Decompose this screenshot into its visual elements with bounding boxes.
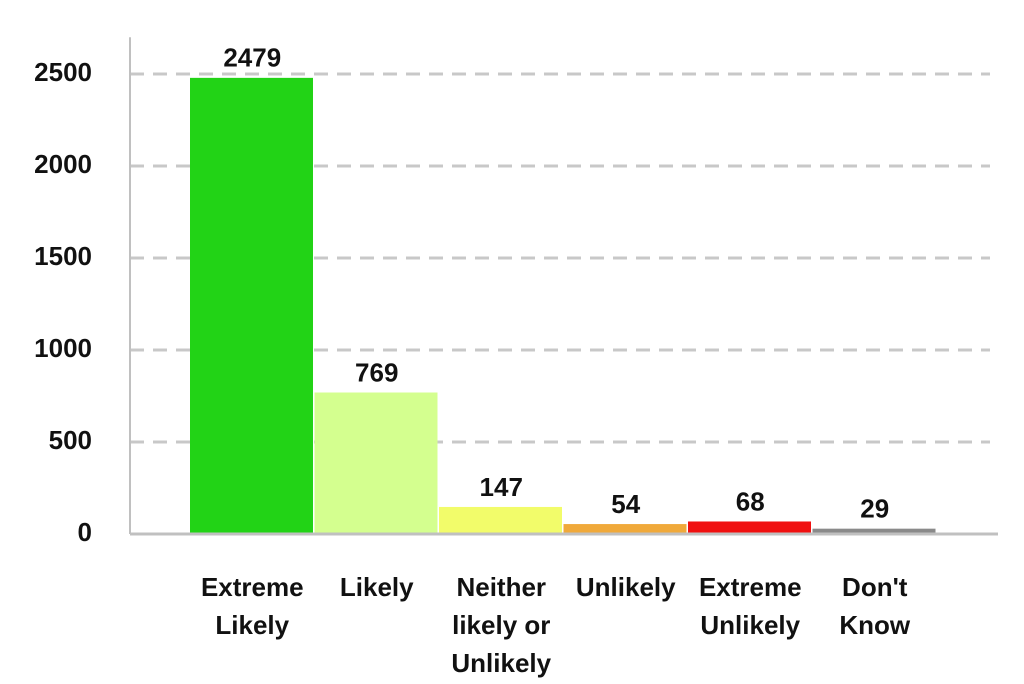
value-label: 769 — [355, 357, 398, 387]
value-label: 68 — [736, 486, 765, 516]
x-tick-label: Unlikely — [575, 572, 676, 602]
bar — [812, 528, 936, 534]
x-tick-label: Extreme Likely — [200, 572, 304, 640]
bar — [563, 524, 687, 534]
bar — [190, 77, 313, 534]
y-tick-label: 1500 — [34, 241, 92, 271]
bar — [439, 506, 562, 534]
bar — [688, 521, 811, 534]
value-label: 29 — [860, 494, 889, 524]
y-tick-label: 0 — [78, 517, 92, 547]
x-tick-label: Extreme Unlikely — [698, 572, 802, 640]
value-label: 147 — [480, 472, 523, 502]
bar — [314, 392, 438, 534]
x-tick-label: Likely — [339, 572, 414, 602]
x-tick-label: Don't Know — [839, 572, 911, 640]
y-tick-label: 2500 — [34, 57, 92, 87]
y-tick-label: 1000 — [34, 333, 92, 363]
y-tick-label: 500 — [49, 425, 92, 455]
x-tick-label: Neither likely or Unlikely — [451, 572, 552, 678]
value-label: 54 — [611, 489, 640, 519]
value-label: 2479 — [223, 43, 281, 73]
y-tick-label: 2000 — [34, 149, 92, 179]
